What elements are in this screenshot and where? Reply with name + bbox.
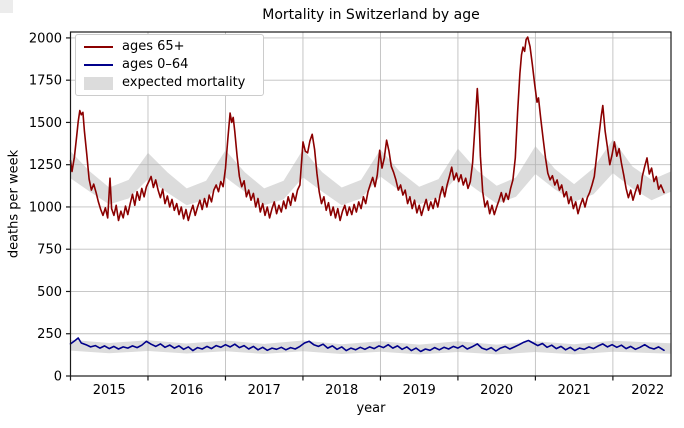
svg-text:0: 0: [54, 370, 62, 385]
svg-text:2020: 2020: [480, 383, 513, 398]
legend-item-ages-0-64: ages 0–64: [84, 56, 255, 74]
x-axis-label: year: [356, 401, 386, 416]
svg-text:2016: 2016: [170, 383, 203, 398]
axes-spines: [69, 31, 672, 377]
svg-text:1000: 1000: [29, 200, 62, 215]
svg-text:2021: 2021: [558, 383, 591, 398]
svg-text:2015: 2015: [93, 383, 126, 398]
series-line-ages-65plus: [69, 36, 665, 222]
corner-artifact: [0, 0, 13, 13]
expected-mortality-bands: [70, 139, 671, 355]
y-axis-label: deaths per week: [6, 149, 22, 259]
legend-patch-sample-expected-mortality: [84, 76, 113, 90]
chart-title: Mortality in Switzerland by age: [262, 7, 480, 23]
svg-text:1750: 1750: [29, 74, 62, 89]
svg-text:2019: 2019: [403, 383, 436, 398]
svg-text:2022: 2022: [631, 383, 664, 398]
legend-line-sample-ages-65plus: [84, 46, 113, 48]
svg-text:2017: 2017: [248, 383, 281, 398]
svg-text:2000: 2000: [29, 31, 62, 46]
series-line-ages-0-64: [69, 337, 665, 353]
svg-text:750: 750: [37, 243, 62, 258]
legend-label-ages-65plus: ages 65+: [122, 39, 185, 54]
legend-label-ages-0-64: ages 0–64: [122, 57, 189, 72]
svg-text:2018: 2018: [325, 383, 358, 398]
svg-text:250: 250: [37, 327, 62, 342]
svg-text:1500: 1500: [29, 116, 62, 131]
legend-item-expected-mortality: expected mortality: [84, 74, 255, 92]
legend-item-ages-65plus: ages 65+: [84, 38, 255, 56]
svg-text:1250: 1250: [29, 158, 62, 173]
legend-label-expected-mortality: expected mortality: [122, 75, 246, 90]
axis-ticks-and-labels: 2015 2016 2017 2018 2019 2020 2021 2022 0 250 500 7…: [29, 31, 664, 398]
svg-text:500: 500: [37, 285, 62, 300]
legend: ages 65+ ages 0–64 expected mortality: [75, 34, 264, 96]
legend-line-sample-ages-0-64: [84, 64, 113, 66]
